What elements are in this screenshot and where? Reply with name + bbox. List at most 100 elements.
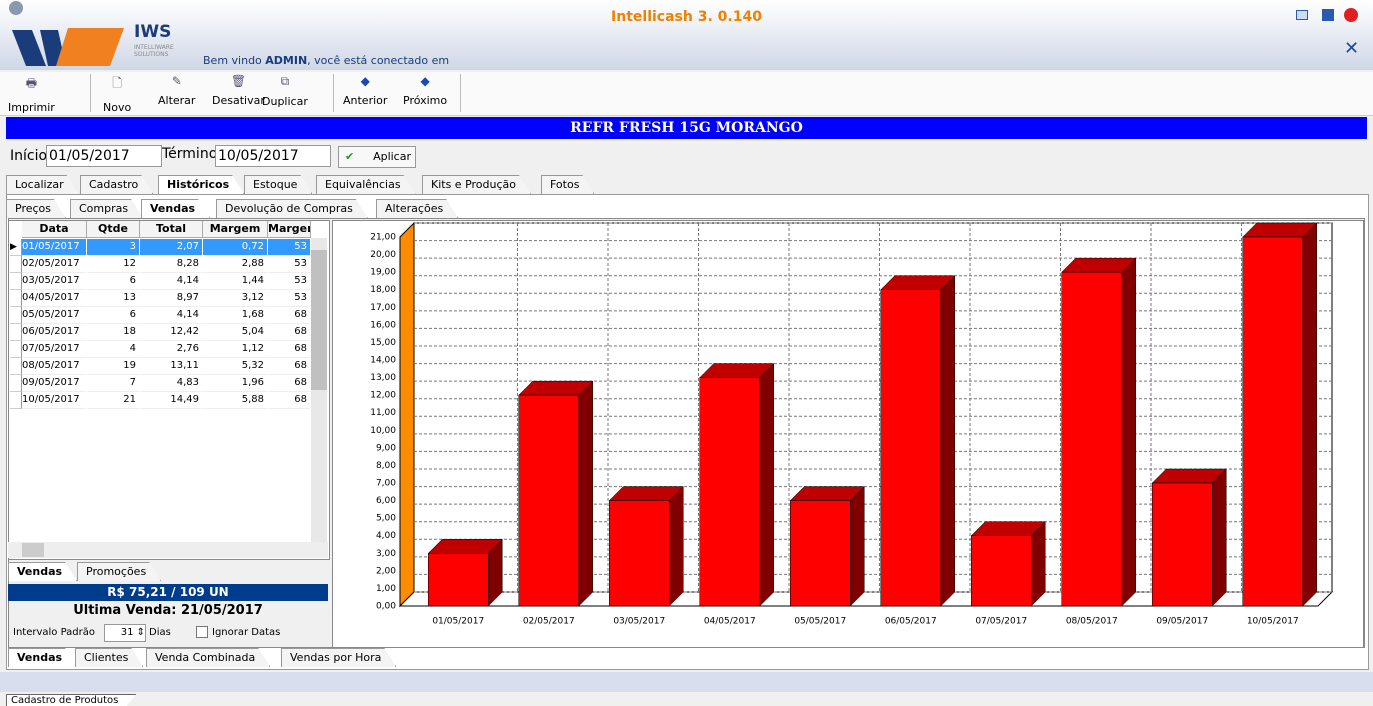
cell[interactable]: 04/05/2017 xyxy=(22,290,86,307)
toolbar-button[interactable]: 🗑 Desativar xyxy=(212,74,265,114)
cell[interactable]: 68 xyxy=(268,307,310,324)
cell[interactable]: 5,32 xyxy=(203,358,267,375)
cell[interactable]: 07/05/2017 xyxy=(22,341,86,358)
cell[interactable]: 03/05/2017 xyxy=(22,273,86,290)
cell[interactable]: 4,83 xyxy=(140,375,202,392)
cell[interactable]: 3,12 xyxy=(203,290,267,307)
toolbar-button[interactable]: ⧉ Duplicar xyxy=(262,74,308,114)
toolbar-button[interactable]: ◆ Próximo xyxy=(403,74,447,114)
bottom-tab[interactable]: Clientes xyxy=(75,648,143,667)
column-header[interactable]: Marger xyxy=(268,221,311,238)
bottom-tab[interactable]: Vendas xyxy=(8,648,77,667)
cell[interactable]: 53 xyxy=(268,290,310,307)
tab[interactable]: Kits e Produção xyxy=(422,175,531,194)
cell[interactable]: 12,42 xyxy=(140,324,202,341)
cell[interactable]: 1,68 xyxy=(203,307,267,324)
minimize[interactable] xyxy=(1296,10,1308,20)
cell[interactable]: 68 xyxy=(268,358,310,375)
cell[interactable]: 53 xyxy=(268,273,310,290)
end-date[interactable]: 10/05/2017 xyxy=(215,145,331,167)
cell[interactable]: 4,14 xyxy=(140,307,202,324)
scroll-thumb[interactable] xyxy=(311,250,327,390)
cell[interactable]: 68 xyxy=(268,341,310,358)
cell[interactable]: 06/05/2017 xyxy=(22,324,86,341)
cell[interactable]: 2,88 xyxy=(203,256,267,273)
bottom-tab[interactable]: Venda Combinada xyxy=(146,648,270,667)
cell[interactable]: 8,28 xyxy=(140,256,202,273)
bar-side xyxy=(1031,521,1046,607)
toolbar-button[interactable]: 🖶 Imprimir xyxy=(8,74,55,114)
cell[interactable]: 53 xyxy=(268,256,310,273)
cell[interactable]: 6 xyxy=(87,273,139,290)
toolbar-separator xyxy=(333,74,334,112)
interval-input[interactable]: 31 ⇕ xyxy=(104,624,146,642)
logo-subtitle: INTELLIWARE SOLUTIONS xyxy=(134,44,174,58)
tab[interactable]: Históricos xyxy=(158,175,244,194)
cell[interactable]: 2,76 xyxy=(140,341,202,358)
cell[interactable]: 5,88 xyxy=(203,392,267,409)
cell[interactable]: 08/05/2017 xyxy=(22,358,86,375)
cell[interactable]: 4 xyxy=(87,341,139,358)
subtab[interactable]: Alterações xyxy=(376,199,458,218)
cell[interactable]: 1,12 xyxy=(203,341,267,358)
status-tab[interactable]: Cadastro de Produtos xyxy=(6,694,136,706)
cell[interactable]: 68 xyxy=(268,392,310,409)
subtab[interactable]: Devolução de Compras xyxy=(216,199,368,218)
cell[interactable]: 02/05/2017 xyxy=(22,256,86,273)
toolbar-button[interactable]: 🗋 Novo xyxy=(103,74,131,114)
y-tick-label: 5,00 xyxy=(376,514,396,524)
cell[interactable]: 1,44 xyxy=(203,273,267,290)
cell[interactable]: 4,14 xyxy=(140,273,202,290)
left-tab[interactable]: Promoções xyxy=(77,562,161,581)
cell[interactable]: 13 xyxy=(87,290,139,307)
cell[interactable]: 10/05/2017 xyxy=(22,392,86,409)
column-header[interactable]: Total xyxy=(140,221,203,238)
bottom-tab[interactable]: Vendas por Hora xyxy=(281,648,396,667)
toolbar-button[interactable]: ◆ Anterior xyxy=(343,74,387,114)
bar-side xyxy=(940,275,955,607)
cell[interactable]: 09/05/2017 xyxy=(22,375,86,392)
cell[interactable]: 68 xyxy=(268,324,310,341)
subtab[interactable]: Preços xyxy=(6,199,66,218)
ignore-checkbox[interactable] xyxy=(196,626,208,638)
column-header[interactable]: Data xyxy=(22,221,87,238)
cell[interactable]: 7 xyxy=(87,375,139,392)
tab[interactable]: Localizar xyxy=(6,175,79,194)
cell[interactable]: 19 xyxy=(87,358,139,375)
toolbar-button[interactable]: ✎ Alterar xyxy=(158,74,195,114)
tab[interactable]: Fotos xyxy=(541,175,594,194)
cell[interactable]: 18 xyxy=(87,324,139,341)
close[interactable] xyxy=(1344,8,1358,22)
start-date[interactable]: 01/05/2017 xyxy=(46,145,162,167)
cell[interactable]: 1,96 xyxy=(203,375,267,392)
h-scrollbar[interactable] xyxy=(8,542,328,558)
apply-button[interactable]: ✔ Aplicar xyxy=(338,146,416,168)
cell[interactable]: 21 xyxy=(87,392,139,409)
cell[interactable]: 0,72 xyxy=(203,239,267,256)
cell[interactable]: 53 xyxy=(268,239,310,256)
column-header[interactable]: Qtde xyxy=(87,221,140,238)
v-scrollbar[interactable] xyxy=(311,238,327,542)
cell[interactable]: 12 xyxy=(87,256,139,273)
close-child[interactable]: ✕ xyxy=(1344,38,1360,59)
column-header[interactable]: Margem xyxy=(203,221,268,238)
bar xyxy=(1061,271,1122,607)
cell[interactable]: 01/05/2017 xyxy=(22,239,86,256)
cell[interactable]: 5,04 xyxy=(203,324,267,341)
cell[interactable]: 3 xyxy=(87,239,139,256)
tab[interactable]: Cadastro xyxy=(80,175,153,194)
cell[interactable]: 6 xyxy=(87,307,139,324)
tab[interactable]: Estoque xyxy=(244,175,312,194)
cell[interactable]: 8,97 xyxy=(140,290,202,307)
cell[interactable]: 05/05/2017 xyxy=(22,307,86,324)
subtab[interactable]: Vendas xyxy=(141,199,210,218)
left-tab[interactable]: Vendas xyxy=(8,562,77,581)
cell[interactable]: 68 xyxy=(268,375,310,392)
cell[interactable]: 2,07 xyxy=(140,239,202,256)
subtab[interactable]: Compras xyxy=(70,199,143,218)
tab[interactable]: Equivalências xyxy=(316,175,416,194)
cell[interactable]: 14,49 xyxy=(140,392,202,409)
h-thumb[interactable] xyxy=(22,543,44,557)
maximize[interactable] xyxy=(1322,9,1334,21)
cell[interactable]: 13,11 xyxy=(140,358,202,375)
